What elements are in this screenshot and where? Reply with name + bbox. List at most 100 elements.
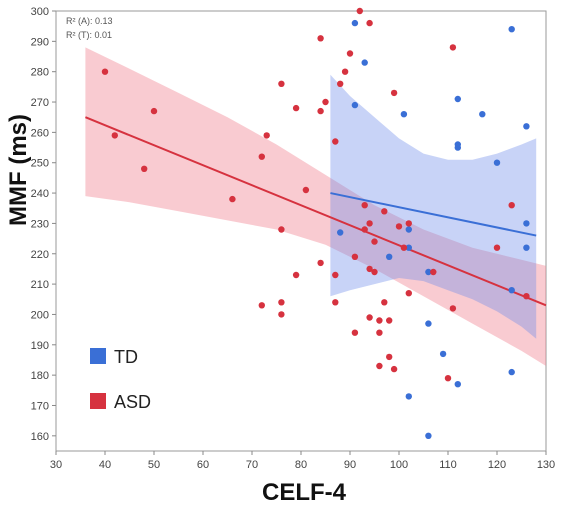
data-point-asd: [366, 19, 373, 27]
data-point-asd: [371, 238, 378, 245]
y-tick-label: 180: [31, 370, 49, 382]
data-point-asd: [332, 299, 339, 306]
x-tick-label: 100: [390, 459, 408, 471]
legend-label-asd: ASD: [114, 392, 151, 412]
x-tick-label: 50: [148, 459, 160, 471]
r2-label-td: R² (T): 0.01: [66, 30, 112, 40]
data-point-asd: [150, 107, 158, 115]
x-tick-label: 60: [197, 459, 209, 471]
data-point-asd: [449, 44, 457, 51]
y-axis-title: MMF (ms): [5, 114, 32, 226]
plot-area: [55, 10, 547, 452]
y-tick-label: 210: [31, 279, 49, 291]
data-point-td: [405, 244, 412, 251]
data-point-asd: [229, 195, 236, 203]
data-point-td: [508, 26, 515, 33]
y-axis-ticks: 160 170 180 190 200 210 220 230 240 250 260 270 280 2…: [31, 6, 56, 443]
data-point-asd: [351, 253, 359, 260]
data-point-asd: [278, 226, 285, 233]
data-point-asd: [141, 165, 148, 172]
y-tick-label: 190: [31, 340, 49, 352]
data-point-asd: [317, 35, 324, 42]
data-point-asd: [317, 259, 324, 267]
data-point-asd: [346, 50, 354, 57]
data-point-asd: [302, 186, 310, 194]
data-point-asd: [390, 365, 398, 373]
data-point-td: [523, 244, 530, 251]
data-point-td: [508, 287, 515, 294]
x-tick-label: 30: [50, 459, 62, 471]
y-tick-label: 200: [31, 309, 49, 321]
data-point-asd: [263, 132, 270, 139]
data-point-asd: [258, 153, 265, 160]
y-tick-label: 260: [31, 127, 49, 139]
data-point-asd: [405, 220, 412, 227]
data-point-asd: [356, 7, 363, 15]
x-tick-label: 130: [537, 459, 555, 471]
confidence-bands: [85, 47, 547, 367]
x-tick-label: 120: [488, 459, 506, 471]
data-point-asd: [386, 317, 393, 324]
fit-line-td: [330, 192, 537, 237]
y-tick-label: 300: [31, 6, 49, 18]
data-point-asd: [258, 302, 265, 309]
fit-line-asd: [85, 116, 547, 307]
data-point-td: [425, 320, 432, 327]
data-point-asd: [449, 305, 457, 312]
data-point-td: [454, 141, 461, 148]
x-tick-label: 110: [439, 459, 457, 471]
y-tick-label: 240: [31, 188, 49, 200]
r2-label-asd: R² (A): 0.13: [66, 16, 113, 26]
data-point-asd: [366, 265, 373, 273]
x-tick-label: 80: [295, 459, 307, 471]
legend: TD ASD: [90, 347, 151, 412]
y-tick-label: 250: [31, 158, 49, 170]
x-tick-label: 40: [99, 459, 111, 471]
data-point-asd: [337, 80, 344, 88]
data-point-asd: [341, 68, 349, 75]
y-tick-label: 280: [31, 67, 49, 79]
data-point-td: [400, 111, 408, 118]
data-point-td: [425, 268, 432, 276]
data-point-asd: [111, 132, 119, 139]
data-point-asd: [371, 268, 378, 276]
data-point-td: [386, 253, 393, 260]
data-point-asd: [400, 244, 408, 251]
data-point-asd: [332, 138, 339, 145]
data-point-asd: [395, 223, 403, 230]
data-point-asd: [366, 220, 373, 227]
data-point-asd: [381, 299, 388, 306]
data-point-asd: [376, 329, 383, 336]
data-point-asd: [376, 317, 383, 324]
data-point-td: [454, 95, 461, 103]
data-point-td: [361, 59, 368, 66]
data-point-asd: [381, 208, 388, 215]
legend-label-td: TD: [114, 347, 138, 367]
data-point-td: [337, 229, 344, 236]
data-point-asd: [361, 202, 368, 209]
data-point-asd: [278, 299, 285, 306]
data-point-asd: [444, 375, 452, 382]
data-points: [101, 7, 530, 439]
data-point-td: [523, 123, 530, 130]
data-point-td: [351, 19, 359, 27]
data-point-asd: [361, 226, 368, 233]
y-tick-label: 270: [31, 97, 49, 109]
x-tick-label: 90: [344, 459, 356, 471]
fit-lines: [85, 116, 547, 307]
data-point-td: [439, 350, 447, 358]
data-point-td: [493, 159, 501, 166]
data-point-asd: [386, 353, 393, 361]
y-tick-label: 220: [31, 249, 49, 261]
data-point-asd: [278, 311, 285, 318]
y-tick-label: 290: [31, 36, 49, 48]
data-point-td: [454, 381, 461, 388]
data-point-asd: [317, 107, 324, 115]
ci-band-asd: [85, 47, 547, 367]
data-point-asd: [430, 268, 437, 276]
data-point-td: [523, 220, 530, 227]
data-point-td: [405, 226, 412, 233]
data-point-asd: [322, 98, 329, 106]
legend-swatch-td: [90, 348, 106, 364]
